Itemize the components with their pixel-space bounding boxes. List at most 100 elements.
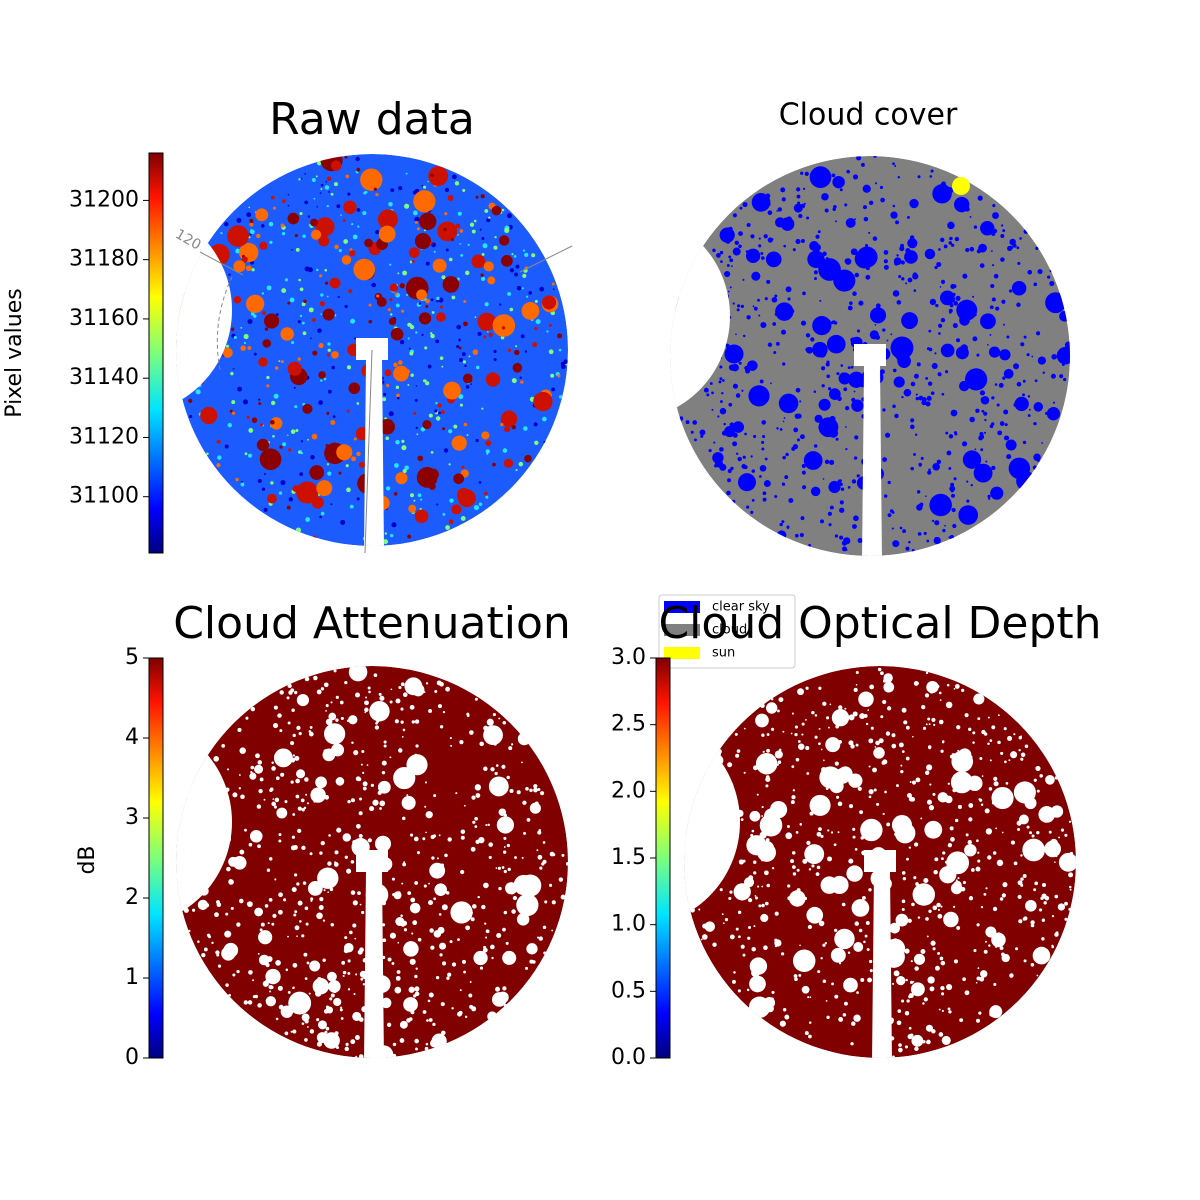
blob — [724, 270, 731, 278]
speck — [947, 1007, 951, 1011]
speck — [770, 382, 772, 385]
speck — [894, 413, 899, 419]
speck — [941, 741, 945, 744]
blob — [423, 884, 427, 888]
blob — [341, 255, 352, 265]
speck — [987, 855, 992, 860]
speck — [409, 704, 415, 710]
speck — [475, 793, 481, 798]
speck — [502, 720, 507, 725]
speck — [220, 232, 223, 235]
speck — [798, 213, 803, 219]
speck — [287, 204, 290, 207]
speck — [326, 463, 330, 466]
blob — [828, 480, 841, 494]
speck — [892, 204, 896, 208]
blob — [505, 941, 509, 945]
blob — [258, 402, 262, 406]
blob — [1008, 457, 1031, 480]
blob — [383, 744, 387, 748]
blob — [734, 732, 738, 736]
speck — [272, 913, 277, 918]
speck — [991, 465, 996, 471]
speck — [327, 348, 331, 352]
speck — [843, 1001, 848, 1006]
speck — [483, 945, 487, 949]
blob — [259, 241, 268, 250]
speck — [782, 1008, 787, 1012]
speck — [957, 804, 962, 809]
speck — [822, 759, 825, 762]
blob — [1023, 335, 1027, 339]
speck — [941, 1009, 944, 1013]
speck — [937, 913, 943, 919]
blob — [706, 393, 710, 397]
blob — [379, 418, 395, 435]
legend-label: clear sky — [712, 600, 770, 615]
speck — [433, 794, 437, 798]
speck — [1033, 778, 1037, 782]
speck — [771, 727, 775, 731]
speck — [839, 500, 844, 505]
speck — [425, 682, 429, 685]
speck — [248, 970, 253, 975]
speck — [460, 829, 466, 834]
blob — [980, 970, 988, 978]
speck — [905, 756, 910, 761]
speck — [501, 866, 505, 869]
blob — [409, 902, 421, 914]
speck — [964, 713, 969, 718]
speck — [937, 951, 941, 955]
speck — [925, 671, 929, 675]
speck — [295, 428, 299, 432]
speck — [481, 904, 486, 910]
speck — [459, 242, 462, 245]
speck — [951, 493, 955, 498]
speck — [325, 180, 328, 183]
blob — [369, 701, 390, 722]
blob — [785, 286, 792, 293]
speck — [460, 516, 466, 521]
speck — [777, 207, 783, 212]
speck — [782, 362, 786, 366]
speck — [427, 364, 432, 369]
blob — [781, 952, 785, 956]
speck — [850, 365, 854, 369]
speck — [726, 490, 731, 496]
speck — [266, 868, 271, 872]
blob — [429, 862, 446, 879]
speck — [253, 352, 257, 356]
blob — [883, 681, 895, 693]
speck — [490, 944, 495, 950]
speck — [353, 337, 356, 340]
blob — [408, 504, 417, 513]
speck — [1017, 827, 1021, 831]
speck — [346, 487, 351, 493]
speck — [787, 825, 790, 828]
blob — [453, 473, 465, 485]
speck — [391, 962, 395, 965]
blob — [907, 1033, 913, 1040]
speck — [501, 764, 506, 769]
speck — [320, 379, 323, 382]
speck — [428, 413, 433, 418]
speck — [236, 969, 240, 974]
tick-label: 1.5 — [611, 845, 646, 870]
blob — [751, 397, 756, 402]
speck — [290, 429, 296, 434]
speck — [506, 775, 510, 780]
speck — [852, 174, 859, 180]
speck — [839, 535, 844, 540]
speck — [815, 872, 820, 876]
blob — [208, 935, 212, 939]
speck — [800, 320, 807, 326]
speck — [777, 709, 780, 713]
blob — [455, 223, 461, 229]
speck — [361, 910, 365, 915]
blob — [335, 695, 339, 699]
speck — [985, 887, 988, 890]
blob — [858, 691, 874, 708]
blob — [498, 808, 507, 817]
speck — [855, 670, 859, 674]
speck — [884, 494, 888, 498]
